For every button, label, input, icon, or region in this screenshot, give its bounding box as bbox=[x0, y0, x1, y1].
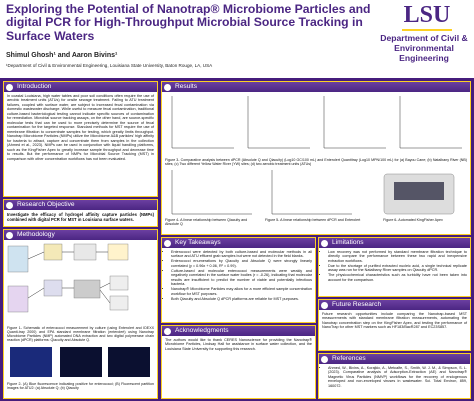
list-item: Enterococci enumerations by Qiacuity and… bbox=[171, 259, 312, 268]
heading: Limitations bbox=[319, 238, 470, 248]
figure-caption: Figure 6- Automated KingFisher Apex bbox=[383, 217, 443, 222]
future-research: Future Research Future research opportun… bbox=[318, 299, 471, 351]
logo-bar bbox=[402, 29, 452, 31]
text: The authors would like to thank CERES Na… bbox=[165, 337, 312, 351]
heading: Future Research bbox=[319, 300, 470, 310]
heading: Introduction bbox=[4, 82, 157, 92]
figure-caption: Figure 2- (A) Blue fluorescence indicati… bbox=[7, 381, 154, 390]
text: Future research opportunities include co… bbox=[322, 311, 467, 330]
title: Exploring the Potential of Nanotrap® Mic… bbox=[6, 2, 371, 43]
list-item: Low recovery was not performed by standa… bbox=[328, 250, 467, 264]
bullet-list: Low recovery was not performed by standa… bbox=[322, 250, 467, 283]
heading: Research Objective bbox=[4, 200, 157, 210]
references: References Ahmed, W., Bivins, A., Korajk… bbox=[318, 353, 471, 399]
figures-4-6 bbox=[171, 169, 455, 214]
list-item: Enterococci were detected by both cultur… bbox=[171, 250, 312, 259]
department: Department of Civil & Environmental Engi… bbox=[380, 33, 468, 63]
heading: Key Takeaways bbox=[162, 238, 315, 248]
header: Exploring the Potential of Nanotrap® Mic… bbox=[0, 0, 474, 78]
logo: LSU bbox=[403, 2, 451, 28]
heading: Methodology bbox=[4, 230, 157, 240]
authors: Shimul Ghosh¹ and Aaron Bivins¹ bbox=[6, 52, 118, 59]
heading: Acknowledgments bbox=[162, 326, 315, 336]
figure-caption: Figure 5- A linear relationship between … bbox=[265, 217, 361, 222]
affiliation: ¹Department of Civil & Environmental Eng… bbox=[6, 63, 213, 68]
list-item: Nanotrap® Microbiome Particles may allow… bbox=[171, 287, 312, 296]
text: In coastal Louisiana, high water tables … bbox=[7, 93, 154, 161]
reference-list: Ahmed, W., Bivins, A., Korajkic, A., Met… bbox=[322, 366, 467, 389]
schematic bbox=[7, 243, 129, 313]
acknowledgments: Acknowledgments The authors would like t… bbox=[161, 325, 316, 399]
research-objective: Research Objective Investigate the effic… bbox=[3, 199, 158, 227]
figure-captions: Figure 4- A linear relationship between … bbox=[162, 218, 470, 227]
list-item: Ahmed, W., Bivins, A., Korajkic, A., Met… bbox=[328, 366, 467, 389]
figure-caption: Figure 1- Schematic of enterococci measu… bbox=[7, 325, 154, 343]
text: Investigate the efficacy of hydrogel aff… bbox=[7, 211, 154, 222]
heading: References bbox=[319, 354, 470, 364]
results: Results Figure 3- Comparative analysis b… bbox=[161, 81, 471, 235]
key-takeaways: Key Takeaways Enterococci were detected … bbox=[161, 237, 316, 323]
figure-caption: Figure 3- Comparative analysis between d… bbox=[165, 157, 467, 166]
list-item: Due to the shortage of purified extracte… bbox=[328, 264, 467, 273]
figure-caption: Figure 4- A linear relationship between … bbox=[165, 217, 248, 226]
heading: Results bbox=[162, 82, 470, 92]
list-item: Both Qiacuity and Absolute Q dPCR platfo… bbox=[171, 297, 312, 302]
introduction: Introduction In coastal Louisiana, high … bbox=[3, 81, 158, 197]
figure-3-panels bbox=[171, 96, 462, 149]
limitations: Limitations Low recovery was not perform… bbox=[318, 237, 471, 297]
methodology: Methodology Figure 1- Schematic of enter… bbox=[3, 229, 158, 399]
fluorescence-images bbox=[10, 347, 150, 378]
bullet-list: Enterococci were detected by both cultur… bbox=[165, 250, 312, 302]
list-item: Culture-based and molecular enterococci … bbox=[171, 269, 312, 287]
list-item: The physicochemical characteristics such… bbox=[328, 273, 467, 282]
